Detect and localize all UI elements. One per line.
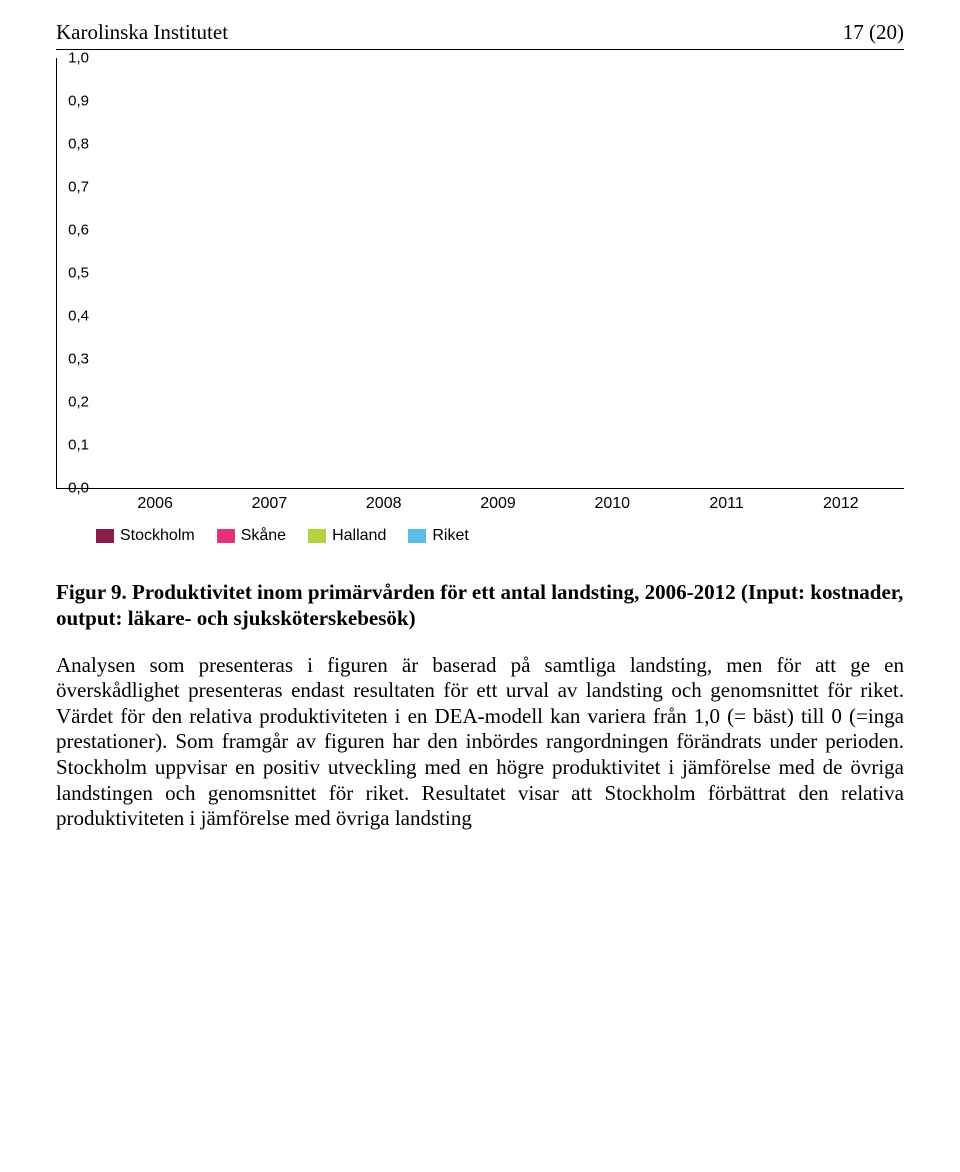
legend-swatch [408, 529, 426, 543]
legend-item: Halland [308, 527, 386, 545]
chart-legend: Stockholm Skåne Halland Riket [96, 527, 904, 545]
y-tick-label: 1,0 [68, 50, 89, 67]
legend-item: Stockholm [96, 527, 195, 545]
page-header: Karolinska Institutet 17 (20) [56, 20, 904, 45]
x-tick-label: 2007 [212, 495, 326, 513]
x-tick-label: 2010 [555, 495, 669, 513]
legend-swatch [217, 529, 235, 543]
x-tick-label: 2008 [327, 495, 441, 513]
x-tick-label: 2009 [441, 495, 555, 513]
legend-swatch [308, 529, 326, 543]
y-tick-label: 0,2 [68, 394, 89, 411]
header-underline [56, 49, 904, 50]
chart-x-axis: 2006200720082009201020112012 [92, 489, 904, 513]
chart-bars-region [93, 58, 904, 488]
legend-swatch [96, 529, 114, 543]
bar-chart: 0,00,10,20,30,40,50,60,70,80,91,0 200620… [56, 58, 904, 545]
legend-item: Riket [408, 527, 468, 545]
legend-label: Skåne [241, 527, 286, 545]
y-tick-label: 0,4 [68, 308, 89, 325]
y-tick-label: 0,5 [68, 265, 89, 282]
y-tick-label: 0,9 [68, 93, 89, 110]
x-tick-label: 2011 [669, 495, 783, 513]
x-tick-label: 2012 [784, 495, 898, 513]
body-paragraph: Analysen som presenteras i figuren är ba… [56, 653, 904, 832]
legend-label: Riket [432, 527, 468, 545]
legend-item: Skåne [217, 527, 286, 545]
y-tick-label: 0,3 [68, 351, 89, 368]
page: Karolinska Institutet 17 (20) 0,0 0,1 0,2 0… [0, 0, 960, 893]
y-tick-label: 0,6 [68, 222, 89, 239]
legend-label: Halland [332, 527, 386, 545]
chart-plot-area: 0,00,10,20,30,40,50,60,70,80,91,0 [56, 58, 904, 489]
y-tick-label: 0,1 [68, 437, 89, 454]
header-left: Karolinska Institutet [56, 20, 228, 45]
y-tick-label: 0,8 [68, 136, 89, 153]
figure-caption: Figur 9. Produktivitet inom primärvården… [56, 579, 904, 632]
chart-y-axis: 0,00,10,20,30,40,50,60,70,80,91,0 [57, 58, 93, 488]
legend-label: Stockholm [120, 527, 195, 545]
y-tick-label: 0,0 [68, 480, 89, 497]
y-tick-label: 0,7 [68, 179, 89, 196]
x-tick-label: 2006 [98, 495, 212, 513]
header-right: 17 (20) [843, 20, 904, 45]
